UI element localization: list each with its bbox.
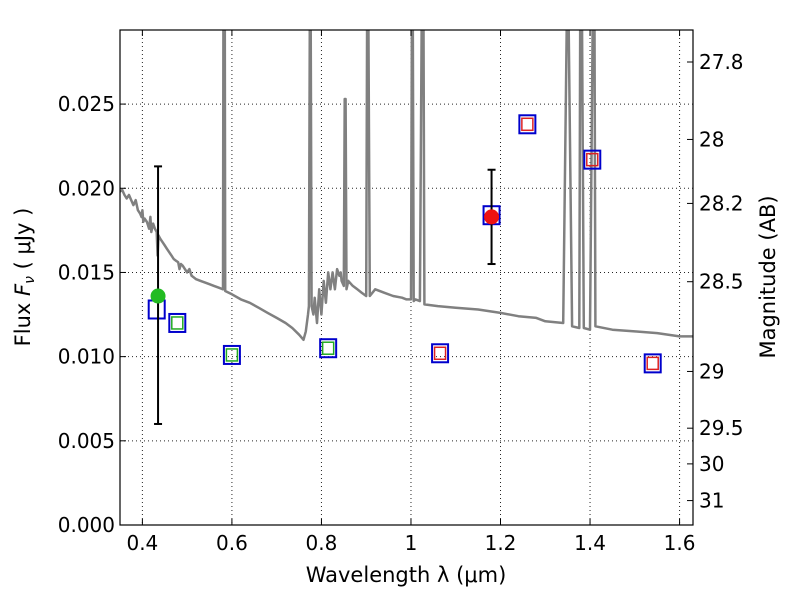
right-tick-label: 28.2 (699, 191, 744, 215)
x-tick-label: 1.6 (664, 531, 696, 555)
y-tick-label: 0.005 (58, 429, 115, 453)
right-tick-label: 28 (699, 127, 724, 151)
model-flux-square (431, 343, 450, 364)
x-tick-label: 0.6 (216, 531, 248, 555)
right-tick-label: 28.5 (699, 270, 744, 294)
plot-frame (119, 29, 694, 526)
observed-data-point (150, 288, 166, 304)
x-tick-label: 0.8 (306, 531, 338, 555)
right-tick-label: 30 (699, 452, 724, 476)
model-flux-inner-square (433, 346, 447, 361)
observed-data-point (484, 209, 500, 225)
y-tick-label: 0.015 (58, 260, 115, 284)
model-flux-inner-square (586, 152, 599, 167)
plot-area (120, 30, 693, 425)
ticks: 0.4 0.6 0.8 1 1.2 1.4 1.6 0.000 0.005 0.010 0.015 0… (58, 30, 744, 555)
x-tick-label: 1 (405, 531, 418, 555)
model-flux-square (583, 149, 602, 170)
sed-model-line (120, 30, 693, 342)
model-flux-inner-square (171, 316, 184, 330)
right-tick-label: 27.8 (699, 50, 744, 74)
y-tick-label: 0.025 (58, 92, 115, 116)
model-flux-inner-square (646, 356, 659, 371)
right-tick-label: 29 (699, 359, 724, 383)
model-flux-inner-square (321, 341, 335, 355)
model-flux-inner-square (521, 117, 534, 132)
grid (120, 30, 693, 525)
x-tick-label: 1.2 (485, 531, 517, 555)
right-axis-label: Magnitude (AB) (756, 195, 780, 358)
model-flux-square (168, 312, 187, 333)
model-flux-square (222, 344, 241, 365)
x-tick-label: 1.4 (574, 531, 606, 555)
right-tick-label: 29.5 (699, 416, 744, 440)
right-tick-label: 31 (699, 489, 724, 513)
x-tick-label: 0.4 (126, 531, 158, 555)
model-flux-square (319, 338, 338, 359)
y-tick-label: 0.020 (58, 176, 115, 200)
model-flux-square (643, 353, 662, 374)
x-axis-label: Wavelength λ (μm) (306, 563, 507, 587)
model-flux-inner-square (225, 348, 239, 362)
y-tick-label: 0.000 (58, 513, 115, 537)
y-axis-label: Flux Fν ( μJy ) (11, 208, 38, 347)
model-flux-square (518, 114, 537, 135)
y-tick-label: 0.010 (58, 345, 115, 369)
